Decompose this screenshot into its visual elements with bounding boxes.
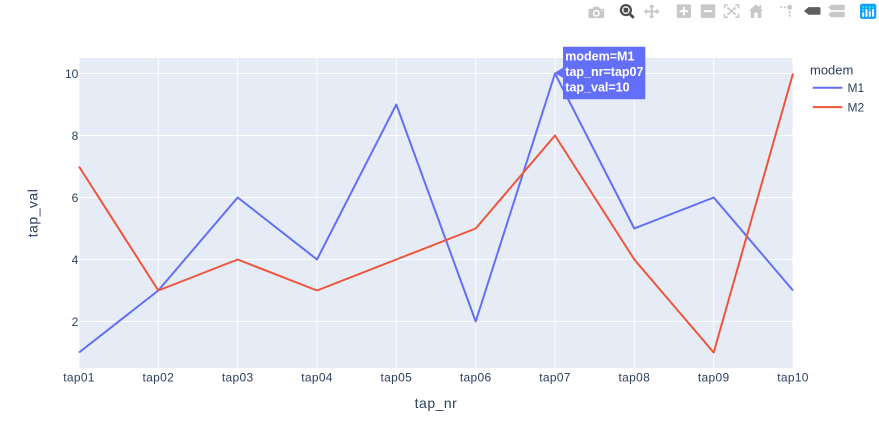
svg-text:2: 2: [72, 315, 79, 329]
svg-text:tap02: tap02: [143, 371, 175, 385]
svg-text:tap_nr: tap_nr: [415, 395, 458, 411]
svg-text:tap09: tap09: [698, 371, 730, 385]
svg-text:10: 10: [65, 67, 79, 81]
svg-text:tap10: tap10: [777, 371, 809, 385]
svg-text:modem=M1: modem=M1: [565, 49, 634, 63]
svg-text:tap_val=10: tap_val=10: [565, 81, 629, 95]
svg-text:tap_val: tap_val: [25, 189, 41, 238]
svg-text:8: 8: [72, 129, 79, 143]
svg-text:M2: M2: [848, 100, 865, 114]
svg-text:tap08: tap08: [619, 371, 651, 385]
svg-text:4: 4: [72, 253, 79, 267]
svg-text:tap06: tap06: [460, 371, 492, 385]
svg-text:tap_nr=tap07: tap_nr=tap07: [565, 65, 643, 79]
svg-text:modem: modem: [810, 63, 853, 78]
svg-text:tap03: tap03: [222, 371, 254, 385]
svg-text:tap07: tap07: [539, 371, 571, 385]
svg-text:tap04: tap04: [301, 371, 333, 385]
svg-text:tap01: tap01: [63, 371, 95, 385]
svg-text:M1: M1: [848, 81, 865, 95]
svg-text:6: 6: [72, 191, 79, 205]
svg-text:tap05: tap05: [381, 371, 413, 385]
